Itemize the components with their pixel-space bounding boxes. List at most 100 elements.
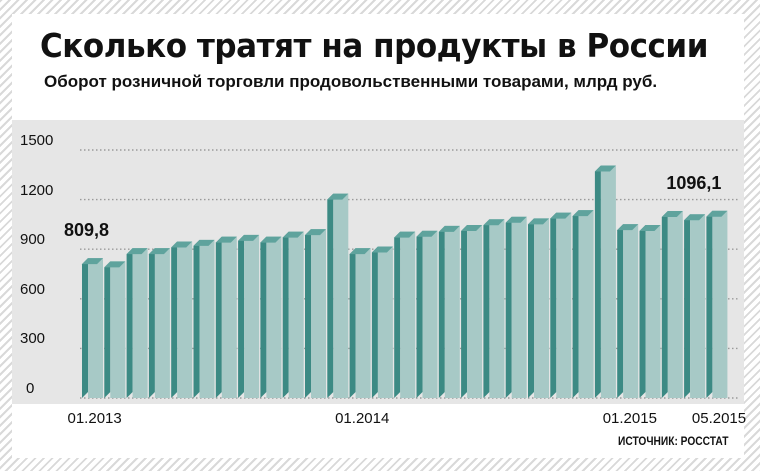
bar-04.2013 — [148, 248, 170, 398]
bar-top — [528, 218, 549, 225]
bar-top — [371, 246, 393, 253]
bar-07.2013 — [215, 236, 237, 398]
bar-side — [349, 248, 356, 398]
bar-side — [371, 246, 378, 398]
bar-side — [238, 234, 245, 398]
bar-09.2013 — [260, 236, 282, 398]
bar-front — [154, 248, 170, 398]
bar-side — [148, 248, 155, 398]
bar-side — [572, 210, 579, 398]
x-tick-label-01.2013: 01.2013 — [67, 410, 122, 427]
bar-03.2013 — [126, 248, 148, 398]
bar-front — [556, 212, 572, 398]
bar-side — [416, 230, 423, 398]
bar-top — [349, 248, 371, 255]
bar-top — [572, 210, 594, 217]
bar-02.2015 — [639, 225, 661, 398]
bar-top — [171, 241, 193, 248]
bar-08.2013 — [238, 234, 260, 398]
bar-side — [505, 216, 512, 398]
bar-06.2013 — [193, 239, 215, 398]
bar-side — [706, 210, 713, 398]
bar-top — [550, 212, 572, 219]
bar-08.2014 — [505, 216, 527, 398]
bar-top — [505, 216, 527, 223]
bar-side — [171, 241, 178, 398]
bar-front — [578, 210, 594, 398]
bar-front — [600, 165, 616, 398]
bar-front — [422, 230, 438, 398]
bar-04.2015 — [684, 214, 706, 398]
chart-title: Сколько тратят на продукты в России — [40, 26, 708, 65]
bar-01.2014 — [349, 248, 371, 398]
bar-side — [282, 231, 289, 398]
title-box — [20, 22, 710, 74]
bar-top — [706, 210, 728, 217]
bar-front — [400, 231, 416, 398]
bar-top — [639, 225, 661, 232]
bar-side — [461, 225, 468, 398]
bar-top — [282, 231, 304, 238]
bar-top — [461, 225, 483, 232]
bar-front — [355, 248, 371, 398]
bar-04.2014 — [416, 230, 438, 398]
bar-top — [82, 258, 103, 265]
x-tick-label-01.2014: 01.2014 — [335, 410, 390, 427]
bar-03.2014 — [394, 231, 416, 398]
bar-front — [377, 246, 393, 398]
bar-top — [617, 224, 639, 231]
bar-12.2014 — [594, 165, 616, 398]
bar-side — [215, 236, 222, 398]
bar-top — [260, 236, 282, 243]
y-tick-label-300: 300 — [20, 330, 46, 348]
bar-05.2014 — [438, 225, 460, 398]
bar-top — [305, 229, 326, 236]
value-label-28: 1096,1 — [666, 172, 722, 193]
chart-subtitle: Оборот розничной торговли продовольствен… — [44, 72, 658, 91]
bar-front — [177, 241, 193, 398]
bar-top — [126, 248, 148, 255]
bar-02.2014 — [371, 246, 393, 398]
bar-10.2014 — [550, 212, 572, 398]
bar-top — [594, 165, 616, 172]
y-tick-label-1500: 1500 — [20, 132, 54, 149]
bar-11.2014 — [572, 210, 594, 398]
bar-side — [394, 231, 401, 398]
bar-05.2013 — [171, 241, 193, 398]
bar-01.2013 — [82, 258, 103, 398]
bar-front — [534, 218, 549, 398]
bar-front — [690, 214, 706, 398]
bar-top — [238, 234, 260, 241]
bar-front — [489, 219, 505, 398]
bar-07.2014 — [483, 219, 505, 398]
bar-front — [444, 225, 460, 398]
bar-top — [215, 236, 237, 243]
x-tick-label-05.2015: 05.2015 — [691, 410, 747, 427]
bar-06.2014 — [461, 225, 483, 398]
bar-side — [594, 165, 601, 398]
bar-05.2015 — [706, 210, 728, 398]
bar-03.2015 — [661, 210, 683, 398]
bar-front — [110, 261, 126, 398]
bar-front — [667, 210, 683, 398]
bar-top — [438, 225, 460, 232]
bar-side — [550, 212, 557, 398]
bar-front — [645, 225, 661, 398]
bar-top — [148, 248, 170, 255]
value-label-0: 809,8 — [64, 220, 110, 241]
bar-top — [661, 210, 683, 217]
bar-side — [661, 210, 668, 398]
bar-front — [311, 229, 326, 398]
bar-front — [132, 248, 148, 398]
bar-side — [104, 261, 111, 398]
bar-front — [623, 224, 639, 398]
y-tick-label-1200: 1200 — [20, 181, 54, 199]
bar-side — [684, 214, 691, 398]
bar-front — [88, 258, 103, 398]
bar-02.2013 — [104, 261, 126, 398]
bar-01.2015 — [617, 224, 639, 398]
bar-side — [528, 218, 534, 398]
bar-front — [199, 239, 215, 398]
bar-front — [712, 210, 728, 398]
